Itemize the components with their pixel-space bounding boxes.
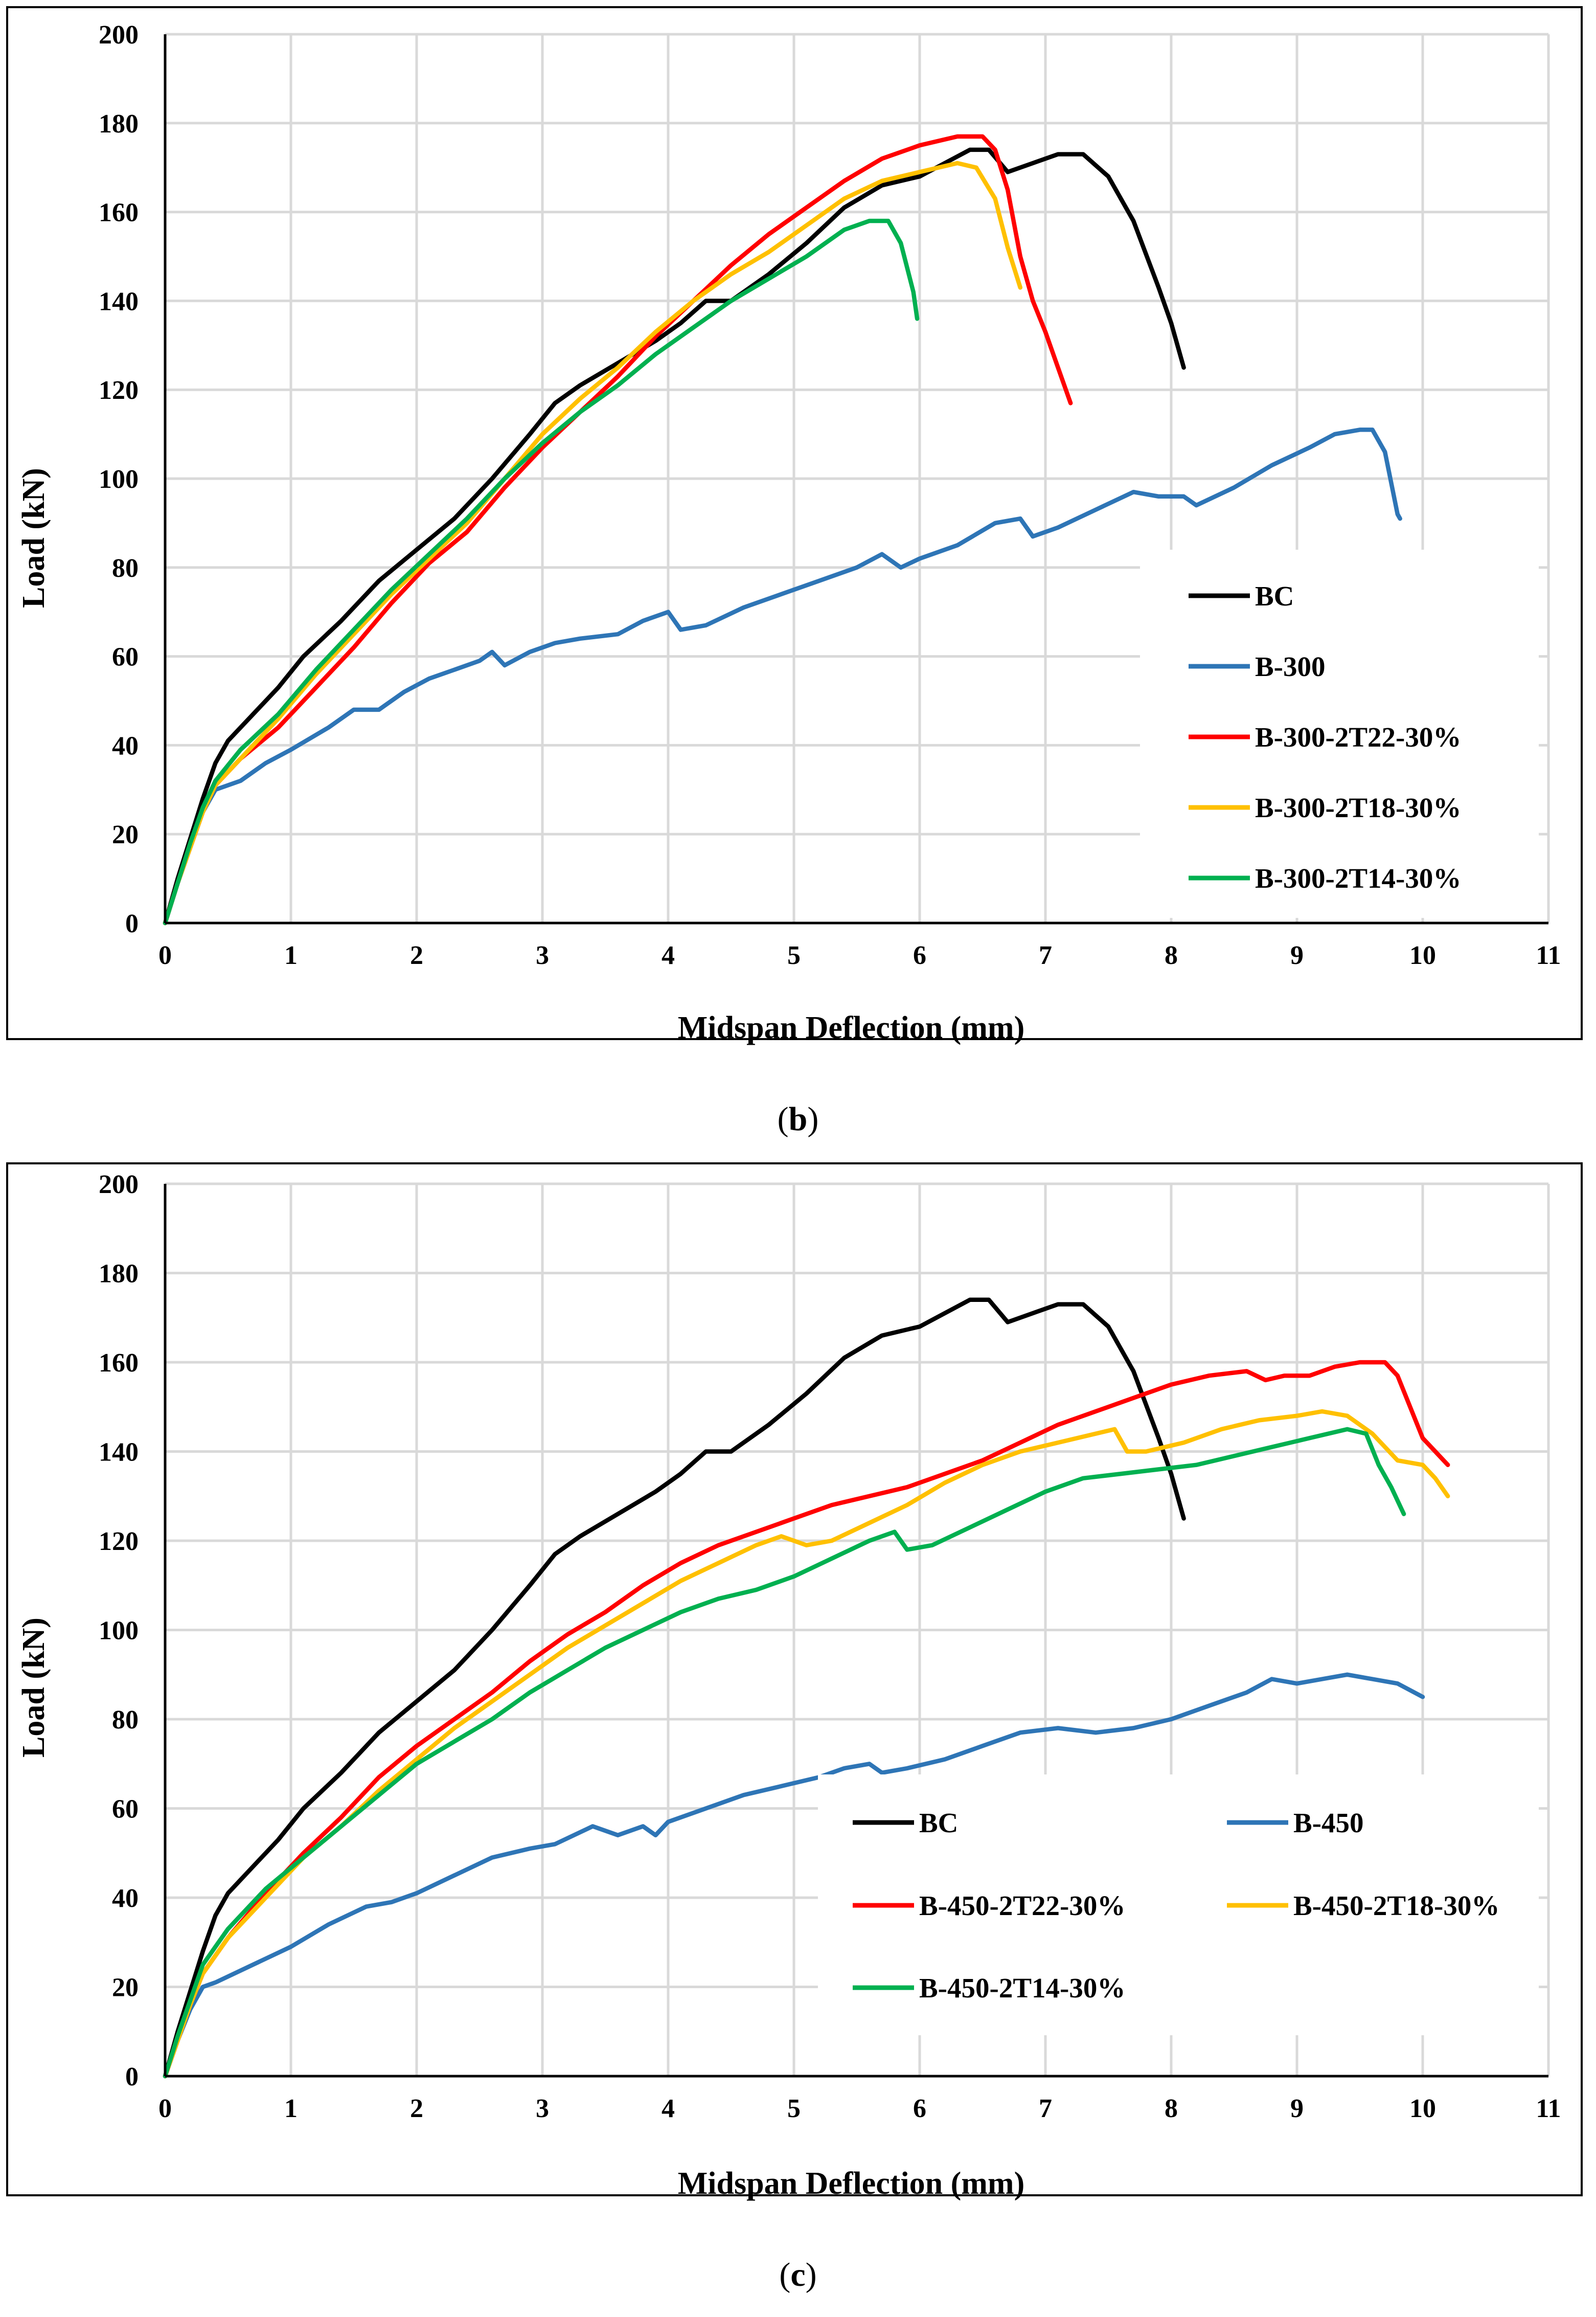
y-axis-title: Load (kN)	[16, 1617, 51, 1758]
x-tick-label: 10	[1409, 941, 1436, 970]
x-tick-label: 7	[1039, 941, 1052, 970]
series-line-b-450	[163, 1672, 1425, 2079]
caption-letter-c: c	[790, 2256, 805, 2293]
y-tick-label: 140	[99, 1438, 139, 1467]
legend-label-b-450-2t14-30pct: B-450-2T14-30%	[919, 1972, 1125, 2004]
y-tick-label: 100	[99, 465, 139, 494]
x-axis-title: Midspan Deflection (mm)	[678, 1010, 1024, 1045]
x-tick-label: 3	[536, 941, 549, 970]
x-tick-label: 6	[913, 941, 926, 970]
y-tick-label: 80	[112, 1705, 139, 1735]
y-tick-label: 40	[112, 731, 139, 760]
x-tick-label: 11	[1536, 2094, 1561, 2123]
y-tick-label: 0	[125, 2062, 139, 2091]
x-tick-label: 6	[913, 2094, 926, 2123]
x-tick-label: 1	[284, 2094, 298, 2123]
y-tick-label: 100	[99, 1616, 139, 1646]
legend-box	[1140, 550, 1539, 918]
x-tick-label: 8	[1165, 2094, 1178, 2123]
series-line-b-450-2t22-30pct	[163, 1360, 1450, 2079]
x-tick-label: 5	[787, 2094, 801, 2123]
y-tick-label: 40	[112, 1884, 139, 1913]
x-tick-label: 0	[158, 941, 172, 970]
x-tick-label: 8	[1165, 941, 1178, 970]
y-tick-label: 0	[125, 909, 139, 938]
caption-letter-b: b	[789, 1100, 808, 1138]
y-tick-label: 160	[99, 1348, 139, 1378]
y-tick-label: 60	[112, 643, 139, 672]
y-axis-title: Load (kN)	[16, 468, 51, 608]
series-line-b-300	[163, 428, 1402, 926]
y-tick-label: 200	[99, 1170, 139, 1199]
y-tick-label: 160	[99, 198, 139, 228]
y-tick-label: 200	[99, 20, 139, 50]
legend-label-b-450: B-450	[1293, 1807, 1364, 1838]
x-tick-label: 2	[410, 2094, 423, 2123]
y-tick-label: 20	[112, 820, 139, 849]
x-axis-title: Midspan Deflection (mm)	[678, 2166, 1024, 2201]
x-tick-label: 9	[1290, 941, 1304, 970]
x-tick-label: 2	[410, 941, 423, 970]
legend-label-b-450-2t22-30pct: B-450-2T22-30%	[919, 1890, 1125, 1921]
series-line-b-300-2t18-30pct	[163, 161, 1023, 926]
y-tick-label: 180	[99, 109, 139, 139]
legend-label-b-300: B-300	[1255, 651, 1326, 682]
x-tick-label: 4	[662, 2094, 675, 2123]
chart-panel-c: 0 1 2 3 4 5 6 7 8 9 10 11 0 20 40 60 80 100 120 140 160 180 20…	[6, 1162, 1583, 2201]
legend-label-b-300-2t22-30pct: B-300-2T22-30%	[1255, 722, 1461, 753]
series-line-bc	[163, 147, 1186, 926]
legend-label-b-300-2t18-30pct: B-300-2T18-30%	[1255, 792, 1461, 823]
legend-label-b-300-2t14-30pct: B-300-2T14-30%	[1255, 863, 1461, 894]
y-tick-label: 120	[99, 1527, 139, 1556]
x-tick-label: 0	[158, 2094, 172, 2123]
legend-label-b-450-2t18-30pct: B-450-2T18-30%	[1293, 1890, 1499, 1921]
legend-box	[818, 1774, 1539, 2035]
y-tick-label: 120	[99, 376, 139, 405]
x-tick-label: 4	[662, 941, 675, 970]
x-tick-label: 3	[536, 2094, 549, 2123]
x-tick-label: 7	[1039, 2094, 1052, 2123]
y-tick-label: 20	[112, 1973, 139, 2003]
caption-c: (c)	[779, 2256, 816, 2293]
y-tick-label: 80	[112, 554, 139, 583]
series-line-b-300-2t14-30pct	[163, 218, 920, 926]
x-tick-label: 5	[787, 941, 801, 970]
x-tick-label: 10	[1409, 2094, 1436, 2123]
chart-panel-b: 0 1 2 3 4 5 6 7 8 9 10 11 0 20 40 60 80 100 120 140 160 180 20…	[6, 6, 1583, 1045]
y-tick-label: 140	[99, 287, 139, 316]
series-line-bc	[163, 1297, 1186, 2079]
x-tick-label: 9	[1290, 2094, 1304, 2123]
y-tick-label: 180	[99, 1259, 139, 1289]
y-tick-label: 60	[112, 1795, 139, 1824]
series-line-b-450-2t14-30pct	[163, 1427, 1406, 2079]
x-tick-label: 11	[1536, 941, 1561, 970]
legend-label-bc: BC	[1255, 580, 1294, 612]
x-tick-label: 1	[284, 941, 298, 970]
legend-label-bc: BC	[919, 1807, 958, 1838]
caption-b: (b)	[778, 1100, 819, 1138]
